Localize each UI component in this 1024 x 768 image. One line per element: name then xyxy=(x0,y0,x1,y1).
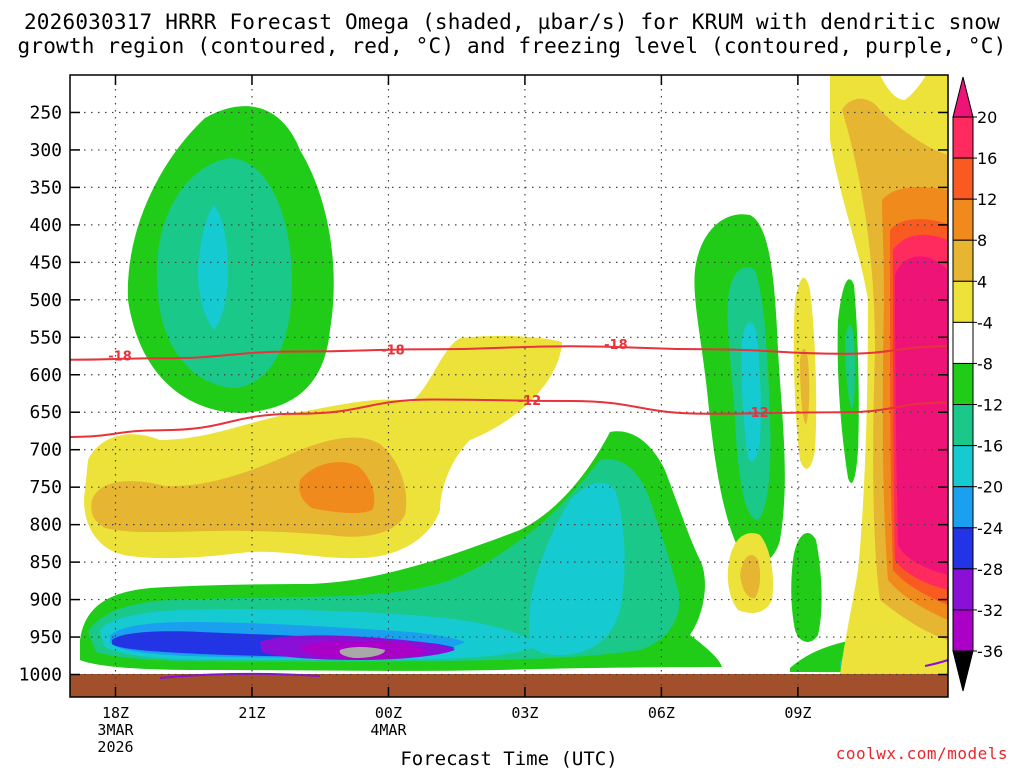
colorbar-label-2: 12 xyxy=(977,190,997,209)
y-tick-label-550: 550 xyxy=(29,327,62,348)
contour-label-3: -12 xyxy=(518,394,542,409)
freezing-level-contour xyxy=(159,672,321,679)
x-tick-sublabel-date: 4MAR xyxy=(370,721,407,739)
colorbar-swatch-12 xyxy=(952,609,974,652)
colorbar-swatch-5 xyxy=(952,321,974,364)
contour-label-2: -18 xyxy=(604,338,628,353)
colorbar-label-0: 20 xyxy=(977,108,997,127)
chart-title-line-1: 2026030317 HRRR Forecast Omega (shaded, … xyxy=(23,10,1001,34)
colorbar: 20 16 12 8 4 -4 -8 -12 -16 -20 -24 -28 -32 -36 xyxy=(952,76,1003,692)
y-tick-label-300: 300 xyxy=(29,140,62,161)
contour-label-0: -18 xyxy=(108,349,132,364)
dendritic-contour-labels: -18 -18 -18 -12 -12 xyxy=(108,338,769,421)
y-tick-label-850: 850 xyxy=(29,552,62,573)
colorbar-swatch-11 xyxy=(952,568,974,611)
y-tick-label-750: 750 xyxy=(29,477,62,498)
x-tick-sublabel-year: 2026 xyxy=(97,738,133,756)
colorbar-swatch-6 xyxy=(952,362,974,406)
omega-region-positive-8 xyxy=(91,437,407,537)
colorbar-label-13: -36 xyxy=(977,642,1003,661)
y-tick-label-450: 450 xyxy=(29,252,62,273)
x-tick-label-21Z: 21Z xyxy=(238,704,265,722)
y-tick-label-650: 650 xyxy=(29,402,62,423)
colorbar-swatch-1 xyxy=(952,157,974,200)
colorbar-swatch-8 xyxy=(952,445,974,488)
omega-region-white-gap xyxy=(880,75,926,100)
colorbar-label-7: -12 xyxy=(977,396,1003,415)
colorbar-label-8: -16 xyxy=(977,437,1003,456)
x-tick-label-09Z: 09Z xyxy=(784,704,811,722)
y-axis-ticks: 250 300 350 400 450 500 550 600 650 700 750 800 850 9… xyxy=(19,102,948,686)
colorbar-label-9: -20 xyxy=(977,478,1003,497)
y-tick-label-900: 900 xyxy=(29,590,62,611)
contour-label-1: -18 xyxy=(381,343,405,358)
freezing-level-contour-right xyxy=(924,659,949,667)
x-axis-label: Forecast Time (UTC) xyxy=(400,748,617,768)
omega-region-positive-8-a xyxy=(800,348,810,425)
colorbar-label-1: 16 xyxy=(977,149,997,168)
y-tick-label-350: 350 xyxy=(29,177,62,198)
x-tick-label-00Z: 00Z xyxy=(375,704,402,722)
colorbar-label-11: -28 xyxy=(977,560,1003,579)
omega-shading xyxy=(80,75,948,697)
colorbar-label-5: -4 xyxy=(977,313,993,332)
colorbar-swatch-0 xyxy=(952,116,974,159)
omega-region-positive-8-b xyxy=(740,555,761,599)
omega-region-negative-16-right xyxy=(741,322,761,462)
plot-frame xyxy=(69,74,949,698)
colorbar-swatch-2 xyxy=(952,198,974,241)
omega-region-negative-12-b xyxy=(845,325,856,410)
y-tick-label-400: 400 xyxy=(29,215,62,236)
x-tick-label-03Z: 03Z xyxy=(511,704,538,722)
colorbar-swatch-7 xyxy=(952,404,974,447)
contour-label-4: -12 xyxy=(745,406,769,421)
y-tick-label-950: 950 xyxy=(29,627,62,648)
dendritic-contour-minus18 xyxy=(69,345,949,361)
dendritic-contour-minus12 xyxy=(69,398,949,438)
grid-lines xyxy=(70,75,948,697)
y-tick-label-600: 600 xyxy=(29,365,62,386)
colorbar-label-10: -24 xyxy=(977,519,1003,538)
colorbar-swatch-10 xyxy=(952,527,974,570)
y-tick-label-250: 250 xyxy=(29,102,62,123)
x-tick-label-06Z: 06Z xyxy=(648,704,675,722)
dendritic-contours xyxy=(69,345,949,438)
chart-title-line-2: growth region (contoured, red, °C) and f… xyxy=(17,34,1007,58)
brand-watermark: coolwx.com/models xyxy=(835,744,1008,763)
colorbar-label-4: 4 xyxy=(977,272,987,291)
y-tick-label-800: 800 xyxy=(29,515,62,536)
omega-region-negative-16 xyxy=(198,205,228,330)
ground-surface xyxy=(70,674,948,697)
colorbar-bottom-arrow xyxy=(952,650,974,692)
colorbar-swatch-3 xyxy=(952,239,974,282)
colorbar-swatch-4 xyxy=(952,280,974,323)
y-tick-label-700: 700 xyxy=(29,440,62,461)
omega-region-negative-36-low xyxy=(339,647,385,658)
colorbar-swatch-9 xyxy=(952,486,974,529)
x-tick-label-18Z: 18Z xyxy=(102,704,129,722)
colorbar-top-arrow xyxy=(952,76,974,118)
omega-region-negative-16-mid xyxy=(529,482,625,655)
colorbar-label-12: -32 xyxy=(977,601,1003,620)
omega-region-positive-24-right xyxy=(895,256,948,575)
x-tick-sublabel-date: 3MAR xyxy=(97,721,134,739)
y-tick-label-1000: 1000 xyxy=(19,665,62,686)
y-tick-label-500: 500 xyxy=(29,290,62,311)
omega-region-negative-8-c xyxy=(791,532,822,642)
colorbar-label-3: 8 xyxy=(977,231,987,250)
colorbar-label-6: -8 xyxy=(977,354,993,373)
